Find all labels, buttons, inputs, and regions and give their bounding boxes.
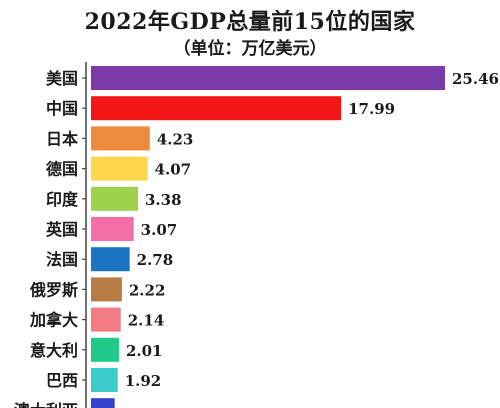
bar-row: 德国 4.07 [46, 156, 192, 181]
category-label: 日本 [46, 129, 78, 148]
bar-row: 法国 2.78 [46, 247, 174, 272]
bar-row: 俄罗斯 2.22 [29, 277, 166, 302]
bar [91, 307, 121, 332]
category-label: 法国 [46, 250, 78, 269]
chart-title: 2022年GDP总量前15位的国家 [84, 9, 416, 35]
value-label: 2.01 [126, 342, 163, 360]
chart-subtitle: （单位：万亿美元） [173, 39, 327, 59]
bar-row: 日本 4.23 [46, 126, 194, 151]
category-label: 巴西 [46, 371, 78, 390]
bar [91, 156, 148, 181]
bar [91, 217, 134, 241]
bar [91, 186, 138, 211]
value-label: 3.07 [141, 221, 178, 239]
category-label: 意大利 [30, 341, 78, 360]
bar [91, 368, 118, 392]
category-label: 印度 [46, 190, 79, 209]
bar-row: 美国 25.46 [46, 66, 499, 90]
value-label: 25.46 [452, 70, 499, 88]
bar-row: 加拿大 2.14 [29, 307, 165, 332]
bar [91, 398, 115, 408]
value-label: 2.14 [128, 312, 165, 330]
value-label: 17.99 [348, 100, 395, 118]
bar-row: 中国 17.99 [46, 96, 395, 121]
value-label: 2.22 [129, 281, 166, 299]
bar-row: 英国 3.07 [45, 217, 177, 241]
bar-row: 巴西 1.92 [46, 368, 161, 392]
value-label: 2.78 [137, 251, 174, 269]
category-label: 俄罗斯 [29, 280, 78, 299]
bar [91, 126, 150, 151]
value-label: 4.07 [155, 161, 192, 179]
category-label: 中国 [46, 99, 78, 118]
category-label: 德国 [46, 160, 78, 179]
category-label: 澳大利亚 [14, 401, 78, 408]
category-label: 美国 [46, 69, 78, 88]
category-label: 英国 [45, 220, 78, 239]
value-label: 1.92 [125, 372, 162, 390]
bar-row: 澳大利亚 [14, 398, 115, 408]
bar [91, 96, 342, 121]
bar [91, 337, 119, 362]
value-label: 4.23 [157, 130, 194, 148]
bar [91, 66, 445, 90]
bar-row: 意大利 2.01 [30, 337, 163, 362]
category-label: 加拿大 [29, 311, 78, 330]
bar [91, 247, 130, 272]
bar-row: 印度 3.38 [46, 186, 182, 211]
bar [91, 277, 122, 302]
value-label: 3.38 [145, 191, 182, 209]
